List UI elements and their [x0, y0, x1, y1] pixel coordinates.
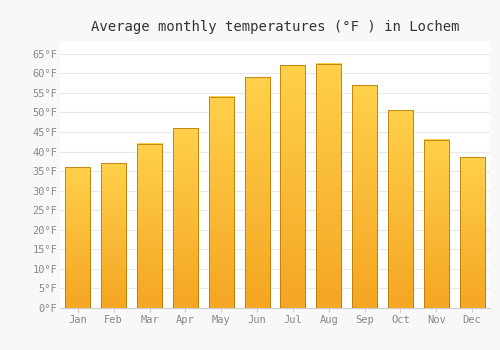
Bar — [137, 144, 162, 308]
Bar — [316, 63, 342, 308]
Bar — [66, 167, 90, 308]
Bar — [101, 163, 126, 308]
Bar — [173, 128, 198, 308]
Bar — [424, 140, 449, 308]
Bar — [244, 77, 270, 308]
Bar — [137, 144, 162, 308]
Bar — [66, 167, 90, 308]
Bar — [280, 65, 305, 308]
Bar — [460, 158, 484, 308]
Bar — [460, 158, 484, 308]
Bar — [244, 77, 270, 308]
Bar — [208, 97, 234, 308]
Bar — [352, 85, 377, 308]
Bar — [424, 140, 449, 308]
Bar — [388, 111, 413, 308]
Bar — [316, 63, 342, 308]
Bar — [388, 111, 413, 308]
Bar — [280, 65, 305, 308]
Bar — [173, 128, 198, 308]
Bar — [352, 85, 377, 308]
Bar — [101, 163, 126, 308]
Title: Average monthly temperatures (°F ) in Lochem: Average monthly temperatures (°F ) in Lo… — [91, 20, 459, 34]
Bar — [208, 97, 234, 308]
